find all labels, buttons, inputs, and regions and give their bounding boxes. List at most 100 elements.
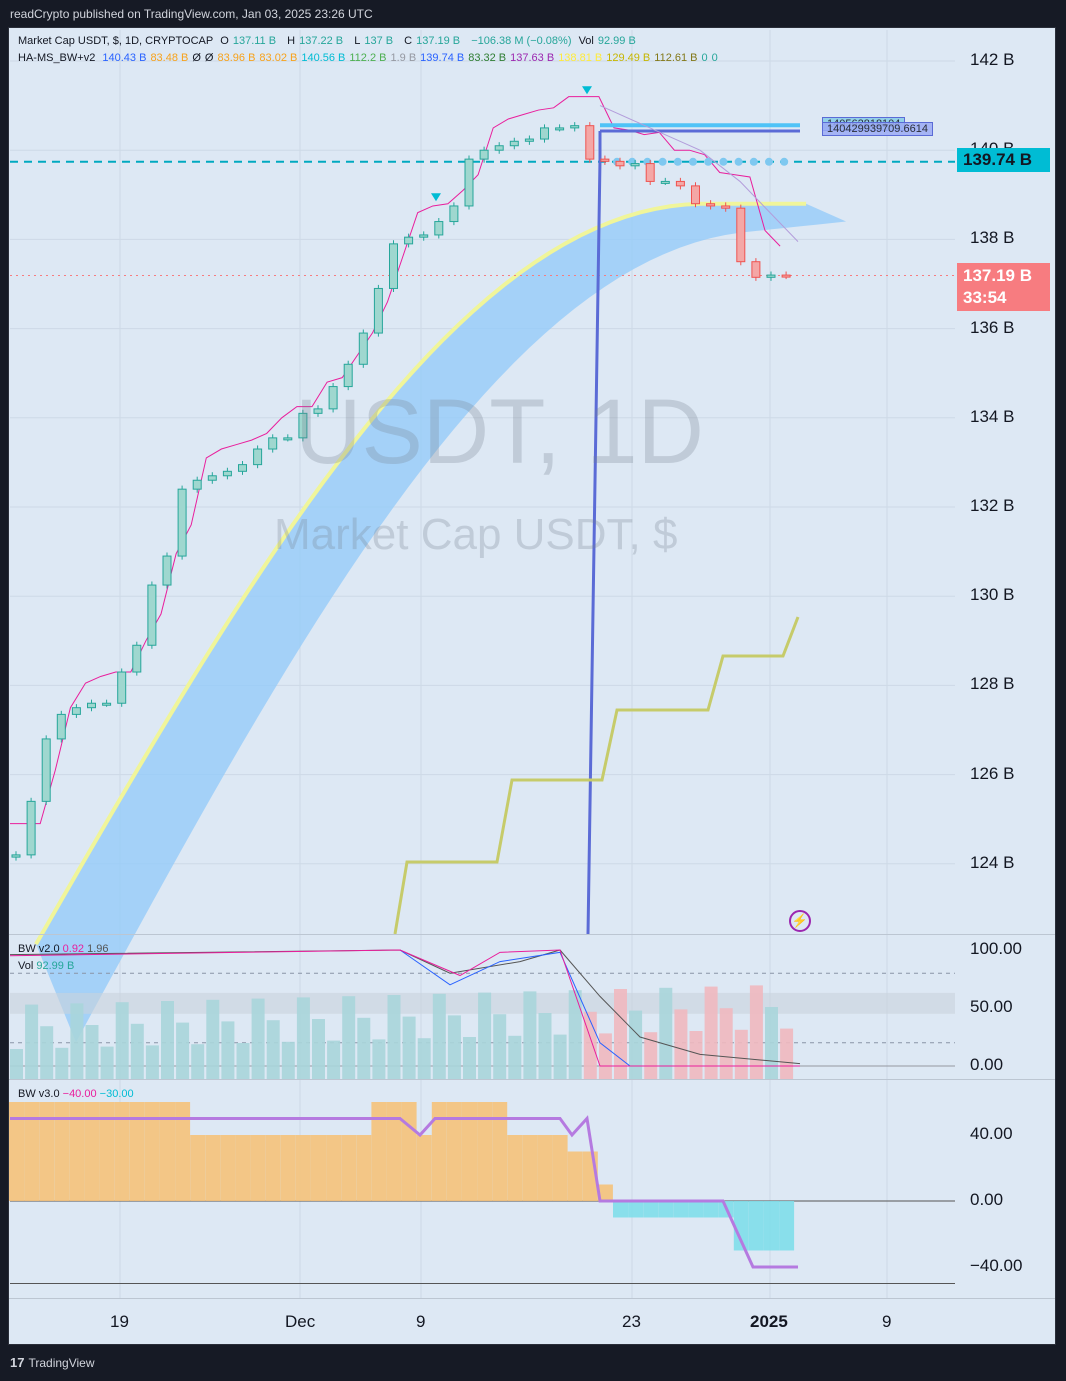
price-axis-label: 136 B	[970, 317, 1015, 337]
candle	[570, 125, 580, 129]
indicator-value: 112.61 B	[654, 52, 698, 64]
candle	[585, 125, 595, 160]
volume-bar	[719, 1008, 733, 1079]
bw3-bar	[764, 1201, 779, 1251]
indicator-value: 138.81 B	[558, 52, 603, 64]
volume-bar	[417, 1038, 431, 1079]
flash-icon[interactable]: ⚡	[789, 910, 811, 932]
last-price: 137.19 B	[963, 266, 1032, 285]
high-value: 137.22 B	[299, 35, 344, 47]
volume-bar	[523, 991, 537, 1079]
candle	[87, 702, 96, 709]
candle	[404, 236, 414, 245]
indicator-value: Ø	[204, 52, 214, 64]
volume-bar	[221, 1021, 235, 1079]
volume-bar	[689, 1031, 703, 1079]
bw3-legend[interactable]: BW v3.0 −40.00 −30.00	[18, 1088, 134, 1100]
bw3-bar	[462, 1102, 477, 1201]
signal-arrow-icon	[431, 193, 441, 202]
volume-bar	[115, 1002, 129, 1079]
bw3-bar	[114, 1102, 130, 1201]
bw3-bar	[160, 1102, 175, 1201]
indicator-value: 140.56 B	[301, 52, 346, 64]
dot-marker	[673, 157, 682, 166]
signal-arrow-icon	[582, 86, 592, 95]
candle	[56, 713, 66, 740]
volume-bar	[161, 1001, 174, 1079]
bw3-bar	[386, 1102, 402, 1201]
candle	[736, 207, 746, 263]
bw2-legend[interactable]: BW v2.0 0.92 1.96	[18, 943, 109, 955]
line-price-tag: 139.74 B	[957, 148, 1050, 172]
bw3-line	[10, 1115, 798, 1269]
bw3-bar	[205, 1135, 221, 1201]
hline-label-2[interactable]: 140429939709.6614	[822, 122, 933, 136]
candle	[540, 127, 549, 140]
candle	[328, 386, 338, 410]
candle	[494, 145, 504, 151]
indicator-name[interactable]: HA-MS_BW+v2	[18, 52, 96, 64]
pane-separator[interactable]	[9, 1079, 1055, 1080]
time-axis-label: Dec	[285, 1312, 316, 1331]
bw3-bar	[673, 1201, 689, 1218]
bw3-bar	[703, 1201, 719, 1218]
volume-bar	[749, 985, 763, 1079]
dot-marker	[704, 157, 713, 166]
volume-bar	[266, 1020, 280, 1079]
tradingview-footer[interactable]: 17 TradingView	[10, 1355, 95, 1370]
bw2-axis-label: 0.00	[970, 1055, 1004, 1074]
bw3-bar	[144, 1102, 160, 1201]
indicator-value: 83.96 B	[217, 52, 256, 64]
volume-bar	[176, 1022, 190, 1079]
price-axis-label: 124 B	[970, 852, 1015, 872]
candle	[207, 475, 217, 481]
candle	[253, 448, 263, 466]
price-axis-label: 128 B	[970, 674, 1015, 694]
dot-marker	[719, 157, 728, 166]
pane-separator[interactable]	[9, 934, 1055, 935]
step-line	[393, 616, 800, 935]
bw3-bar	[446, 1102, 462, 1201]
price-axis-label: 134 B	[970, 406, 1015, 426]
time-axis-label: 23	[622, 1312, 641, 1331]
volume-value: 92.99 B	[597, 35, 636, 47]
candle-countdown: 33:54	[963, 288, 1007, 307]
price-axis-label: 130 B	[970, 585, 1015, 605]
bw3-axis-label: −40.00	[970, 1256, 1023, 1275]
candle	[132, 644, 142, 673]
bw3-bar	[537, 1135, 553, 1201]
bw3-bar	[280, 1135, 296, 1201]
indicator-value: 1.9 B	[390, 52, 417, 64]
volume-bar	[191, 1044, 205, 1079]
volume-legend[interactable]: Vol 92.99 B	[18, 960, 75, 972]
volume-bar	[734, 1029, 748, 1079]
volume-bar	[765, 1007, 778, 1079]
candle	[313, 408, 323, 414]
volume-bar	[85, 1025, 99, 1079]
bw3-bar	[688, 1201, 704, 1218]
volume-bar	[100, 1046, 114, 1079]
dot-marker	[658, 157, 667, 166]
bw3-bar	[84, 1102, 100, 1201]
dot-marker	[749, 157, 758, 166]
candle	[751, 261, 761, 278]
volume-bar	[10, 1049, 23, 1079]
time-axis-label: 9	[882, 1312, 892, 1331]
price-axis-label: 138 B	[970, 228, 1015, 248]
candle	[781, 274, 791, 278]
bw3-bar	[613, 1201, 628, 1218]
bw3-bar	[54, 1102, 70, 1201]
candle	[177, 488, 187, 557]
time-axis-label: 9	[416, 1312, 426, 1331]
bw3-bar	[748, 1201, 764, 1251]
pane-separator[interactable]	[9, 1298, 1055, 1299]
indicator-value: 83.48 B	[150, 52, 189, 64]
open-value: 137.11 B	[232, 35, 277, 47]
volume-bar	[780, 1028, 794, 1079]
bw3-bar	[295, 1135, 311, 1201]
candle	[479, 149, 489, 160]
bw3-bar	[643, 1201, 659, 1218]
volume-bar	[493, 1014, 507, 1079]
symbol-name[interactable]: Market Cap USDT, $, 1D, CRYPTOCAP	[18, 35, 214, 47]
